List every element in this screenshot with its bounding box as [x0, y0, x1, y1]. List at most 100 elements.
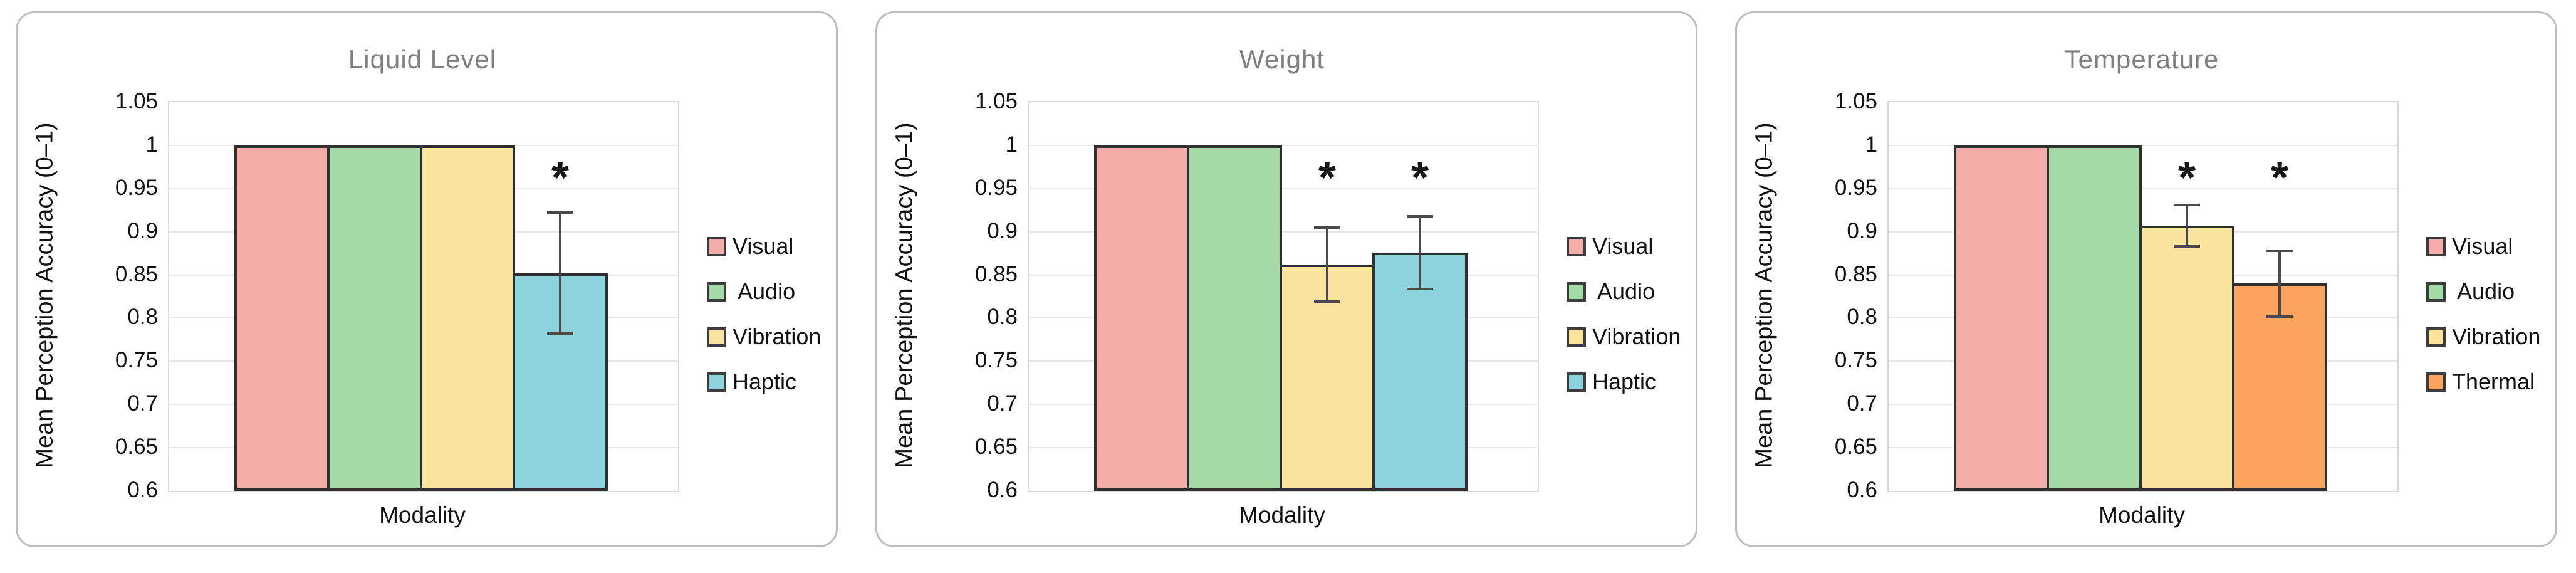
error-bar-cap-bottom [1314, 300, 1340, 303]
bar-visual [1954, 145, 2049, 491]
gridline [169, 144, 678, 146]
legend-swatch-visual [2426, 236, 2446, 256]
legend-swatch-audio [707, 281, 726, 302]
gridline [1029, 187, 1538, 189]
legend: Visual Audio Vibration Thermal [2426, 233, 2541, 414]
legend-swatch-audio [1567, 281, 1586, 302]
bar-visual [234, 145, 330, 491]
y-tick-label: 0.7 [127, 391, 158, 416]
y-axis-label-wrap: Mean Perception Accuracy (0–1) [29, 101, 61, 490]
y-tick-label: 0.8 [1847, 305, 1877, 330]
legend-label: Vibration [2452, 323, 2541, 349]
error-bar-cap-bottom [2266, 315, 2293, 318]
y-tick-label: 0.9 [127, 218, 158, 243]
legend-item-visual: Visual [2426, 233, 2540, 259]
error-bar [559, 213, 561, 334]
error-bar-cap-bottom [547, 332, 573, 335]
bar-vibration [420, 145, 515, 491]
charts-row: Liquid Level Mean Perception Accuracy (0–… [16, 11, 2557, 547]
y-tick-label: 0.7 [1847, 391, 1877, 416]
error-bar [2186, 204, 2188, 247]
legend-label: Visual [1592, 233, 1654, 259]
legend-item-audio: Audio [2426, 278, 2540, 304]
y-tick-label: 0.9 [987, 218, 1018, 243]
error-bar [1326, 227, 1328, 302]
y-tick-label: 0.95 [974, 175, 1018, 200]
error-bar [1419, 216, 1421, 289]
gridline [1889, 187, 2397, 189]
bar-audio [1187, 145, 1282, 491]
gridline [1889, 144, 2397, 146]
y-tick-label: 0.8 [987, 305, 1018, 330]
y-tick-label: 0.85 [974, 261, 1018, 286]
y-tick-label: 0.6 [127, 478, 158, 502]
chart-card-weight: Weight Mean Perception Accuracy (0–1) 1.05… [875, 11, 1697, 547]
y-tick-label: 1.05 [1834, 89, 1877, 113]
error-bar [2278, 250, 2281, 317]
legend-label: Audio [2452, 278, 2515, 304]
legend-label: Thermal [2452, 369, 2535, 394]
bar-thermal [2232, 283, 2327, 491]
legend-swatch-audio [2426, 281, 2446, 302]
legend-label: Audio [733, 278, 796, 304]
plot-area: * [168, 101, 679, 492]
legend-item-thermal: Thermal [2426, 369, 2540, 394]
y-axis-label-wrap: Mean Perception Accuracy (0–1) [889, 101, 921, 490]
bar-vibration [2139, 226, 2234, 491]
y-tick-label: 0.85 [115, 261, 158, 286]
y-axis-label-wrap: Mean Perception Accuracy (0–1) [1748, 101, 1781, 490]
legend-label: Visual [2452, 233, 2513, 259]
y-tick-label: 0.6 [987, 478, 1018, 502]
y-tick-label: 1 [1865, 132, 1877, 157]
legend-item-audio: Audio [1567, 278, 1681, 304]
y-tick-label: 0.65 [974, 434, 1018, 460]
y-tick-label: 0.8 [127, 305, 158, 330]
legend-item-vibration: Vibration [1567, 323, 1681, 349]
x-axis-label: Modality [379, 502, 466, 528]
legend-swatch-haptic [707, 372, 726, 392]
legend-label: Vibration [1592, 323, 1681, 349]
legend-swatch-vibration [707, 327, 726, 347]
significance-asterisk: * [1411, 153, 1429, 204]
error-bar-cap-top [2266, 249, 2293, 252]
significance-asterisk: * [2177, 153, 2196, 204]
legend-item-visual: Visual [707, 233, 821, 259]
legend-label: Visual [733, 233, 794, 259]
y-tick-label: 0.95 [1834, 175, 1877, 200]
legend-item-visual: Visual [1567, 233, 1681, 259]
y-tick-label: 0.9 [1847, 218, 1877, 243]
error-bar-cap-bottom [2174, 245, 2200, 248]
plot-area: * * [1028, 101, 1539, 492]
chart-card-liquid-level: Liquid Level Mean Perception Accuracy (0–… [16, 11, 838, 547]
y-tick-label: 1.05 [115, 89, 158, 113]
legend: Visual Audio Vibration Haptic [1567, 233, 1681, 414]
legend-item-vibration: Vibration [2426, 323, 2541, 349]
y-tick-label: 0.95 [115, 175, 158, 200]
y-tick-label: 0.75 [115, 348, 158, 373]
y-tick-label: 0.7 [987, 391, 1018, 416]
legend-label: Haptic [733, 369, 797, 394]
chart-title: Liquid Level [348, 45, 497, 74]
y-tick-label: 0.75 [974, 348, 1018, 373]
error-bar-cap-top [547, 211, 573, 214]
y-tick-label: 0.75 [1834, 348, 1877, 373]
bar-vibration [1280, 265, 1375, 491]
legend-item-vibration: Vibration [707, 323, 821, 349]
chart-card-temperature: Temperature Mean Perception Accuracy (0–1… [1735, 11, 2557, 547]
y-tick-label: 0.65 [115, 434, 158, 460]
legend-item-haptic: Haptic [707, 369, 821, 394]
y-tick-label: 1.05 [974, 89, 1018, 113]
legend-label: Vibration [733, 323, 821, 349]
legend: Visual Audio Vibration Haptic [707, 233, 821, 414]
legend-label: Haptic [1592, 369, 1657, 394]
bar-audio [2047, 145, 2142, 491]
x-axis-label: Modality [1239, 502, 1325, 528]
legend-swatch-visual [707, 236, 726, 256]
y-tick-label: 0.6 [1847, 478, 1877, 502]
legend-swatch-thermal [2426, 372, 2446, 392]
legend-swatch-vibration [2426, 327, 2446, 347]
y-tick-label: 0.85 [1834, 261, 1877, 286]
error-bar-cap-top [1407, 214, 1433, 218]
legend-swatch-vibration [1567, 327, 1586, 347]
